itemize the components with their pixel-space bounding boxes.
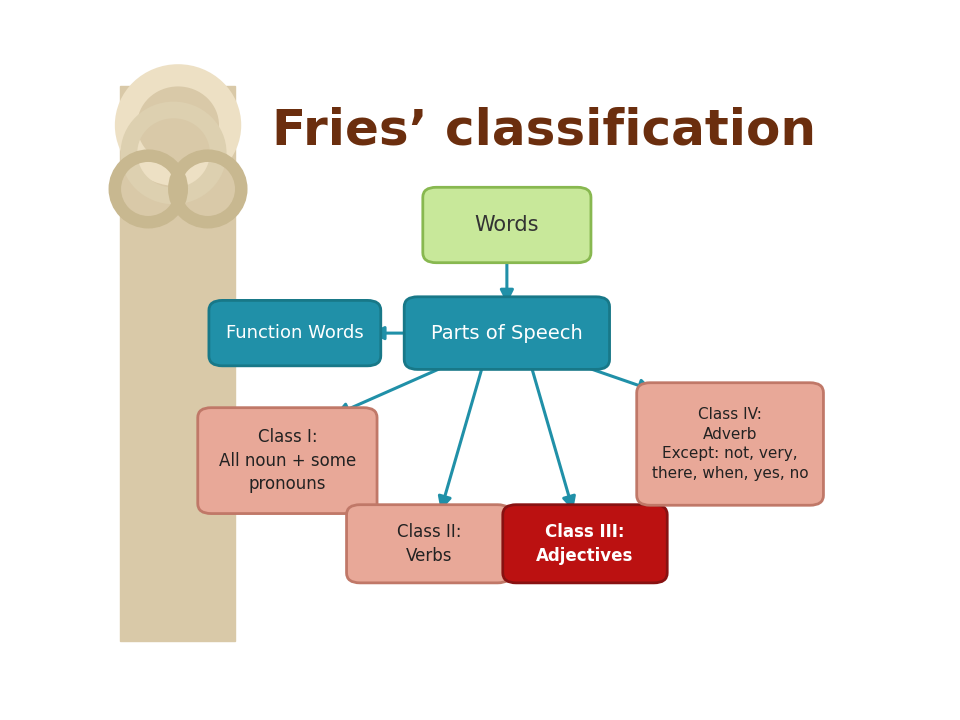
Text: Class II:
Verbs: Class II: Verbs [396, 523, 461, 564]
FancyBboxPatch shape [636, 383, 824, 505]
Text: Class I:
All noun + some
pronouns: Class I: All noun + some pronouns [219, 428, 356, 493]
Text: Class IV:
Adverb
Except: not, very,
there, when, yes, no: Class IV: Adverb Except: not, very, ther… [652, 407, 808, 481]
FancyBboxPatch shape [198, 408, 377, 513]
FancyBboxPatch shape [503, 505, 667, 583]
FancyBboxPatch shape [422, 187, 591, 263]
FancyBboxPatch shape [404, 297, 610, 369]
FancyBboxPatch shape [347, 505, 511, 583]
FancyBboxPatch shape [209, 300, 381, 366]
Text: Function Words: Function Words [226, 324, 364, 342]
Text: Fries’ classification: Fries’ classification [272, 107, 816, 155]
Text: Parts of Speech: Parts of Speech [431, 323, 583, 343]
Text: Class III:
Adjectives: Class III: Adjectives [537, 523, 634, 564]
Bar [120, 86, 235, 641]
Text: Words: Words [474, 215, 540, 235]
